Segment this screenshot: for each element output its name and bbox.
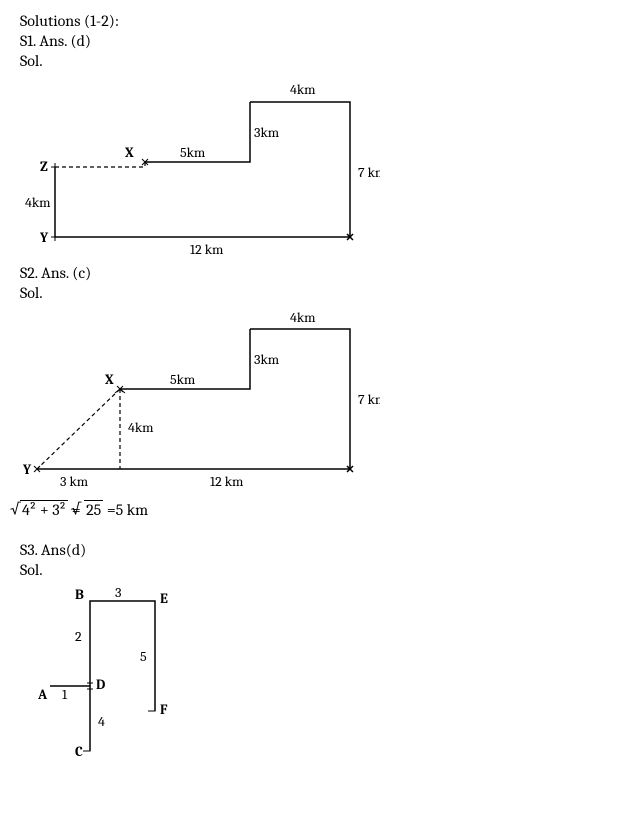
- d3-F-label: F: [160, 701, 168, 718]
- d2-inner-v-label: 4km: [128, 419, 154, 436]
- d3-ef-label: 5: [140, 648, 147, 665]
- d1-step-h-label: 5km: [180, 144, 206, 161]
- diagram-2: 4km 7 km 12 km 3km 5km 4km 3 km X Y: [20, 304, 380, 499]
- d2-bottom-label: 12 km: [210, 473, 244, 490]
- s2-calc: 4² + 3² √ = 25 √ =5 km: [20, 501, 599, 519]
- d2-Y-label: Y: [22, 461, 32, 478]
- s1-answer: S1. Ans. (d): [20, 32, 599, 50]
- d3-B-label: B: [75, 586, 84, 603]
- d2-step-v-label: 3km: [254, 351, 280, 368]
- d2-right-label: 7 km: [358, 391, 380, 408]
- solutions-header: Solutions (1-2):: [20, 12, 599, 30]
- d2-base-label: 3 km: [60, 473, 89, 490]
- s3-sol-label: Sol.: [20, 561, 599, 579]
- diagram-3: A B C D E F 1 2 3 5 4: [20, 581, 220, 761]
- d1-step-v-label: 3km: [254, 124, 280, 141]
- d1-right-label: 7 km: [358, 164, 380, 181]
- d3-A-label: A: [37, 686, 48, 703]
- d1-Y-label: Y: [39, 229, 49, 246]
- d3-bd-label: 2: [75, 628, 82, 645]
- d1-left-label: 4km: [25, 194, 51, 211]
- d3-be-label: 3: [115, 584, 121, 601]
- s1-sol-label: Sol.: [20, 52, 599, 70]
- d3-E-label: E: [160, 590, 168, 607]
- s2-sol-label: Sol.: [20, 284, 599, 302]
- d1-Z-label: Z: [40, 158, 48, 175]
- diagram-1: 4km 7 km 12 km 3km 5km 4km Z X Y: [20, 72, 380, 262]
- s3-answer: S3. Ans(d): [20, 541, 599, 559]
- d3-C-label: C: [75, 743, 83, 760]
- d2-step-h-label: 5km: [170, 371, 196, 388]
- d2-top-label: 4km: [290, 309, 316, 326]
- d3-D-label: D: [96, 676, 105, 693]
- d3-ab-label: 1: [62, 686, 68, 703]
- d1-bottom-label: 12 km: [190, 241, 224, 258]
- d2-X-label: X: [105, 371, 114, 388]
- d1-X-label: X: [125, 144, 134, 161]
- d1-top-label: 4km: [290, 81, 316, 98]
- d3-dc-label: 4: [98, 713, 105, 730]
- s2-answer: S2. Ans. (c): [20, 264, 599, 282]
